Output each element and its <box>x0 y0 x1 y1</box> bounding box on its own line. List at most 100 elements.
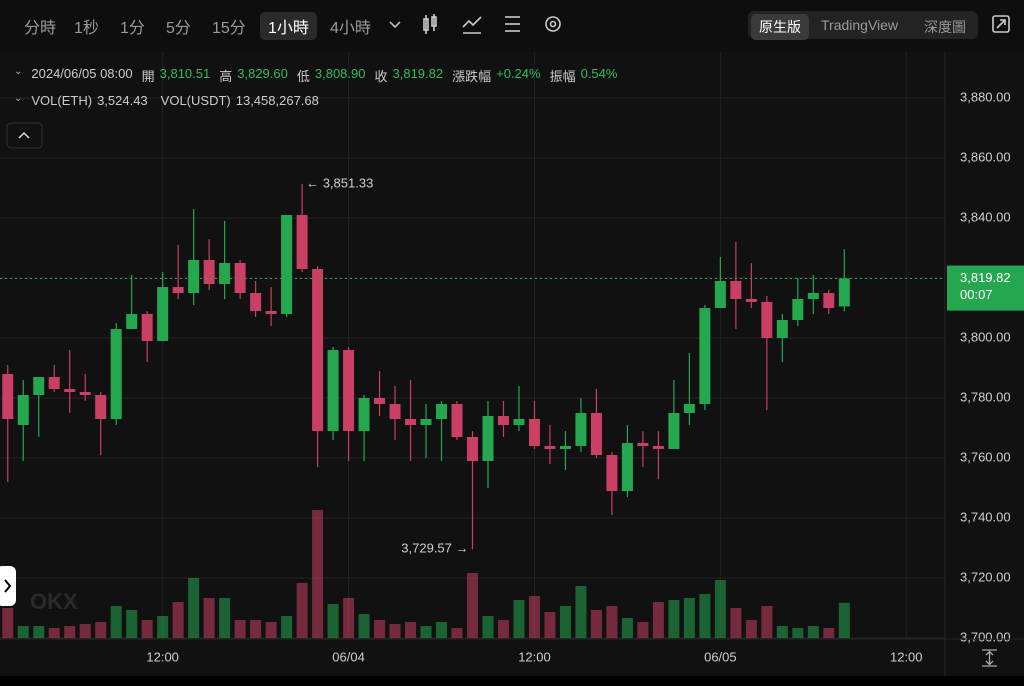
candle-body <box>203 260 215 284</box>
interval-tab[interactable]: 15分 <box>212 20 246 37</box>
collapse-icon[interactable]: ⌄ <box>14 93 23 104</box>
info-time: 2024/06/05 08:00 <box>31 66 133 81</box>
candle-body <box>838 278 850 307</box>
interval-tab[interactable]: 4小時 <box>330 20 371 37</box>
candle-body <box>544 446 556 449</box>
volume-bar <box>126 610 138 638</box>
candle-body <box>188 260 200 293</box>
expand-button[interactable] <box>0 566 16 606</box>
x-tick-label: 12:00 <box>890 649 923 664</box>
candle-body <box>683 404 695 413</box>
volume-bar <box>188 578 200 638</box>
view-switch: 原生版 TradingView 深度圖 <box>748 11 978 40</box>
fit-icon[interactable] <box>982 649 997 667</box>
info-value: +0.24% <box>496 66 541 81</box>
volume-bar <box>157 616 169 638</box>
info-label: 開 <box>141 69 155 84</box>
volume-bar <box>807 626 819 638</box>
view-tab[interactable]: 原生版 <box>751 14 809 40</box>
volume-bar <box>95 622 107 638</box>
volume-bar <box>219 598 231 638</box>
collapse-icon[interactable]: ⌄ <box>14 66 23 77</box>
y-tick-label: 3,880.00 <box>960 89 1011 104</box>
candle-body <box>48 377 60 389</box>
volume-bar <box>327 604 339 638</box>
toolbar-icons <box>389 14 1010 34</box>
indicator-icon[interactable] <box>462 16 482 34</box>
interval-tab[interactable]: 分時 <box>24 20 57 37</box>
candle-body <box>358 398 370 431</box>
candle-body <box>110 329 122 419</box>
volume-bar <box>544 612 556 638</box>
view-tab[interactable]: TradingView <box>821 17 899 33</box>
candle-body <box>823 293 835 308</box>
volume-bar <box>141 620 153 638</box>
collapse-button[interactable] <box>6 122 43 149</box>
settings-icon[interactable] <box>545 16 561 32</box>
info-value: 3,808.90 <box>314 66 366 81</box>
info-label: VOL(ETH) <box>31 93 93 108</box>
volume-bar <box>33 626 45 638</box>
volume-bar <box>110 606 122 638</box>
candle-body <box>606 455 618 491</box>
volume-bar <box>467 573 478 638</box>
candle-body <box>590 413 602 455</box>
candle-body <box>405 419 417 425</box>
candle-body <box>699 308 711 404</box>
volume-bar <box>281 616 293 638</box>
fullscreen-icon[interactable] <box>992 15 1010 33</box>
interval-tab[interactable]: 1秒 <box>74 20 99 37</box>
volume-bar <box>2 608 14 638</box>
watermark: OKX <box>30 589 78 614</box>
ohlc-info: ⌄ 2024/06/05 08:00 開 3,810.51 高 3,829.60 低 3,80… <box>14 66 621 85</box>
candle-body <box>467 437 478 461</box>
candle-body <box>172 287 184 293</box>
volume-bar <box>513 600 525 638</box>
annotation: ← 3,851.33 <box>306 175 373 190</box>
interval-tab[interactable]: 5分 <box>166 20 191 37</box>
volume-bar <box>312 510 324 638</box>
view-tab[interactable]: 深度圖 <box>924 19 966 35</box>
x-tick-label: 06/04 <box>332 649 365 664</box>
candle-body <box>250 293 262 311</box>
volume-bar <box>265 622 277 638</box>
volume-bar <box>761 606 773 638</box>
candle-body <box>374 398 386 404</box>
candle-body <box>265 311 277 314</box>
y-tick-label: 3,740.00 <box>960 509 1011 524</box>
candle-body <box>776 320 788 338</box>
interval-tab[interactable]: 1分 <box>120 20 145 37</box>
candle-body <box>792 299 804 320</box>
candle-body <box>343 350 355 431</box>
draw-icon[interactable] <box>505 16 520 32</box>
info-label: 漲跌幅 <box>452 69 492 84</box>
candle-body <box>95 395 107 419</box>
candle-body <box>157 287 169 341</box>
volume-bar <box>497 620 509 638</box>
candle-body <box>528 419 540 446</box>
volume-bar <box>637 622 649 638</box>
y-tick-label: 3,760.00 <box>960 449 1011 464</box>
y-tick-label: 3,700.00 <box>960 629 1011 644</box>
volume-bar <box>699 594 711 638</box>
interval-tab[interactable]: 1小時 <box>260 12 317 40</box>
volume-bar <box>234 620 246 638</box>
volume-bar <box>652 602 664 638</box>
info-label: VOL(USDT) <box>160 93 231 108</box>
x-tick-label: 12:00 <box>518 649 551 664</box>
candle-body <box>436 404 448 419</box>
candle-body <box>126 314 138 329</box>
volume-bar <box>792 628 804 638</box>
collapse-arrow <box>18 131 30 139</box>
expand-arrow <box>4 579 12 593</box>
volume-bar <box>405 622 417 638</box>
candle-body <box>513 419 525 425</box>
volume-bar <box>606 606 618 638</box>
candle-icon[interactable] <box>423 14 437 34</box>
volume-bar <box>358 614 370 638</box>
volume-bar <box>343 598 355 638</box>
candle-body <box>312 269 324 431</box>
candle-body <box>745 299 757 302</box>
chevron-icon[interactable] <box>389 21 401 29</box>
